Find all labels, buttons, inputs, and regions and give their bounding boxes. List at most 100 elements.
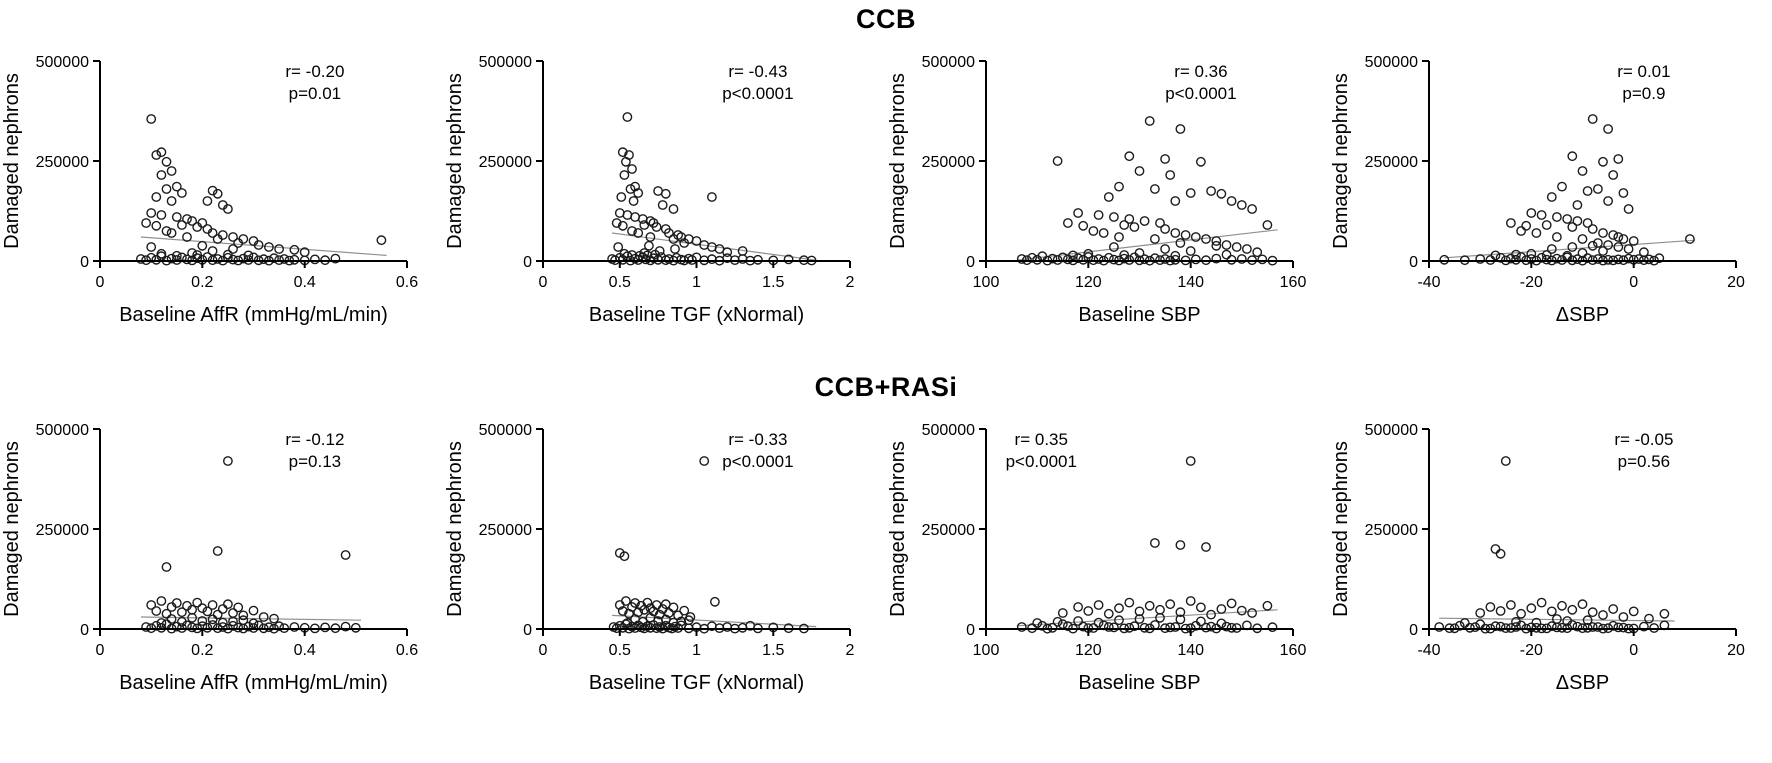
y-tick-label: 500000: [1365, 54, 1418, 71]
chart-canvas: 0 0.5 1 1.5 2 0 250000 500000 Baseline TGF (xNor…: [444, 54, 855, 326]
x-axis-label: Baseline TGF (xNormal): [589, 672, 804, 694]
x-axis-label: Baseline SBP: [1078, 672, 1200, 694]
y-tick-label: 250000: [36, 154, 89, 171]
chart-canvas: 0 0.2 0.4 0.6 0 250000 500000 Baseline AffR (mm…: [1, 54, 418, 326]
scatter-points: [135, 114, 387, 266]
correlation-r-value: r= -0.33: [728, 430, 787, 449]
y-tick-label: 250000: [1365, 522, 1418, 539]
x-tick-label: 120: [1075, 642, 1102, 659]
correlation-r-value: r= 0.36: [1174, 62, 1227, 81]
chart-canvas: 100 120 140 160 0 250000 500000 Baseline SBP Dam…: [887, 54, 1307, 326]
x-tick-label: -20: [1520, 642, 1543, 659]
x-tick-label: 100: [973, 274, 1000, 291]
scatter-points: [607, 112, 817, 266]
trend-line: [1444, 239, 1696, 259]
y-tick-label: 0: [1409, 254, 1418, 271]
x-tick-label: 2: [846, 274, 855, 291]
row-ccb-rasi: CCB+RASi 0 0.2 0.4 0.6 0 250000 500000 Baseline…: [0, 372, 1772, 710]
x-tick-label: -20: [1520, 274, 1543, 291]
row-ccb: CCB 0 0.2 0.4 0.6 0 250000 500000 Baseline AffR…: [0, 4, 1772, 342]
y-tick-label: 0: [966, 622, 975, 639]
chart-canvas: 0 0.2 0.4 0.6 0 250000 500000 Baseline AffR (mm…: [1, 422, 418, 694]
trend-line: [140, 236, 387, 256]
x-tick-label: 1: [692, 642, 701, 659]
y-tick-label: 250000: [1365, 154, 1418, 171]
y-axis-label: Damaged nephrons: [887, 73, 909, 249]
correlation-r-value: r= -0.05: [1614, 430, 1673, 449]
x-tick-label: 0.5: [609, 274, 631, 291]
y-tick-label: 250000: [479, 522, 532, 539]
chart-canvas: 0 0.5 1 1.5 2 0 250000 500000 Baseline TGF (xNor…: [444, 422, 855, 694]
x-tick-label: 0: [96, 642, 105, 659]
x-tick-label: 0.6: [396, 274, 418, 291]
y-tick-label: 500000: [479, 422, 532, 439]
y-tick-label: 0: [523, 622, 532, 639]
p-value: p=0.13: [289, 452, 341, 471]
plot-ccb-delta-sbp: -40 -20 0 20 0 250000 500000 ΔSBP Damaged nephro…: [1329, 35, 1772, 342]
y-axis-label: Damaged nephrons: [1330, 73, 1352, 249]
x-axis-label: Baseline AffR (mmHg/mL/min): [119, 672, 388, 694]
x-tick-label: 20: [1727, 274, 1745, 291]
y-tick-label: 0: [80, 622, 89, 639]
row-title-ccb-rasi: CCB+RASi: [814, 372, 958, 402]
trend-line: [1016, 609, 1278, 627]
y-axis-label: Damaged nephrons: [1, 441, 23, 617]
y-tick-label: 0: [523, 254, 532, 271]
correlation-figure: CCB 0 0.2 0.4 0.6 0 250000 500000 Baseline AffR…: [0, 4, 1772, 710]
plot-ccb-baseline-affr: 0 0.2 0.4 0.6 0 250000 500000 Baseline AffR (mm…: [0, 35, 443, 342]
x-axis-label: ΔSBP: [1556, 672, 1609, 694]
y-tick-label: 250000: [922, 154, 975, 171]
p-value: p<0.0001: [722, 452, 793, 471]
scatter-points: [1434, 456, 1670, 634]
x-tick-label: 1.5: [762, 642, 784, 659]
x-tick-label: 1: [692, 274, 701, 291]
trend-line: [1439, 617, 1675, 622]
plots-row-ccb-rasi: 0 0.2 0.4 0.6 0 250000 500000 Baseline AffR (mm…: [0, 403, 1772, 710]
y-tick-label: 500000: [1365, 422, 1418, 439]
y-tick-label: 500000: [922, 422, 975, 439]
p-value: p=0.01: [289, 84, 341, 103]
y-tick-label: 250000: [479, 154, 532, 171]
x-tick-label: -40: [1417, 274, 1440, 291]
x-axis-label: Baseline SBP: [1078, 304, 1200, 326]
x-tick-label: 0: [539, 642, 548, 659]
plot-ccb-baseline-sbp: 100 120 140 160 0 250000 500000 Baseline SBP Dam…: [886, 35, 1329, 342]
x-tick-label: 0.4: [294, 642, 316, 659]
y-tick-label: 0: [966, 254, 975, 271]
x-tick-label: 0: [1629, 274, 1638, 291]
y-tick-label: 500000: [922, 54, 975, 71]
x-axis-label: Baseline AffR (mmHg/mL/min): [119, 304, 388, 326]
correlation-r-value: r= -0.43: [728, 62, 787, 81]
plot-ccbrasi-baseline-affr: 0 0.2 0.4 0.6 0 250000 500000 Baseline AffR (mm…: [0, 403, 443, 710]
y-tick-label: 500000: [479, 54, 532, 71]
x-tick-label: -40: [1417, 642, 1440, 659]
x-tick-label: 20: [1727, 642, 1745, 659]
x-tick-label: 0.6: [396, 642, 418, 659]
p-value: p<0.0001: [722, 84, 793, 103]
p-value: p<0.0001: [1165, 84, 1236, 103]
x-tick-label: 0: [539, 274, 548, 291]
chart-canvas: -40 -20 0 20 0 250000 500000 ΔSBP Damaged nephro…: [1330, 422, 1745, 694]
y-axis-label: Damaged nephrons: [444, 441, 466, 617]
x-tick-label: 0.2: [191, 642, 213, 659]
y-tick-label: 0: [80, 254, 89, 271]
scatter-points: [608, 456, 809, 634]
x-tick-label: 160: [1280, 274, 1307, 291]
x-tick-label: 160: [1280, 642, 1307, 659]
plot-ccbrasi-baseline-sbp: 100 120 140 160 0 250000 500000 Baseline SBP Dam…: [886, 403, 1329, 710]
plots-row-ccb: 0 0.2 0.4 0.6 0 250000 500000 Baseline AffR (mm…: [0, 35, 1772, 342]
y-axis-label: Damaged nephrons: [444, 73, 466, 249]
trend-line: [1016, 229, 1278, 261]
scatter-points: [141, 456, 361, 634]
correlation-r-value: r= 0.35: [1015, 430, 1068, 449]
x-tick-label: 100: [973, 642, 1000, 659]
x-tick-label: 0: [1629, 642, 1638, 659]
correlation-r-value: r= 0.01: [1617, 62, 1670, 81]
p-value: p=0.9: [1622, 84, 1665, 103]
scatter-points: [1016, 116, 1278, 266]
x-tick-label: 120: [1075, 274, 1102, 291]
y-tick-label: 250000: [922, 522, 975, 539]
chart-canvas: -40 -20 0 20 0 250000 500000 ΔSBP Damaged nephro…: [1330, 54, 1745, 326]
scatter-points: [1439, 114, 1695, 266]
plot-ccbrasi-baseline-tgf: 0 0.5 1 1.5 2 0 250000 500000 Baseline TGF (xNor…: [443, 403, 886, 710]
